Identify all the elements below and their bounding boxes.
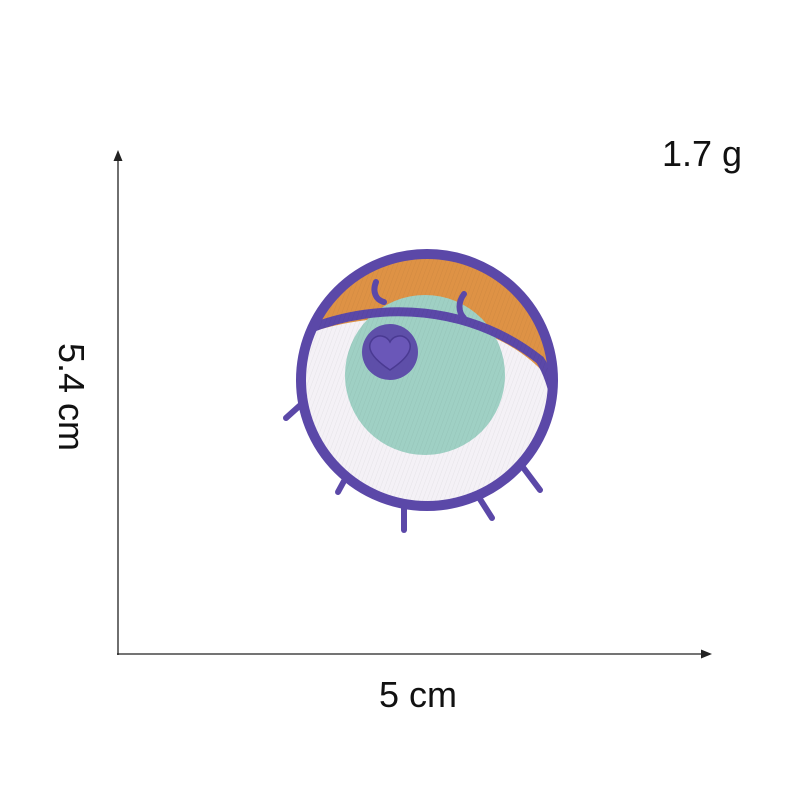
weight-label: 1.7 g bbox=[662, 133, 743, 174]
height-axis-arrow-icon bbox=[113, 150, 123, 161]
width-axis-arrow-icon bbox=[701, 649, 712, 659]
height-label: 5.4 cm bbox=[51, 342, 92, 452]
lid-lashes bbox=[371, 279, 467, 321]
eye-patch bbox=[283, 249, 558, 533]
width-label: 5 cm bbox=[378, 674, 457, 715]
heart-icon bbox=[362, 324, 418, 380]
patch-outline bbox=[296, 249, 558, 511]
